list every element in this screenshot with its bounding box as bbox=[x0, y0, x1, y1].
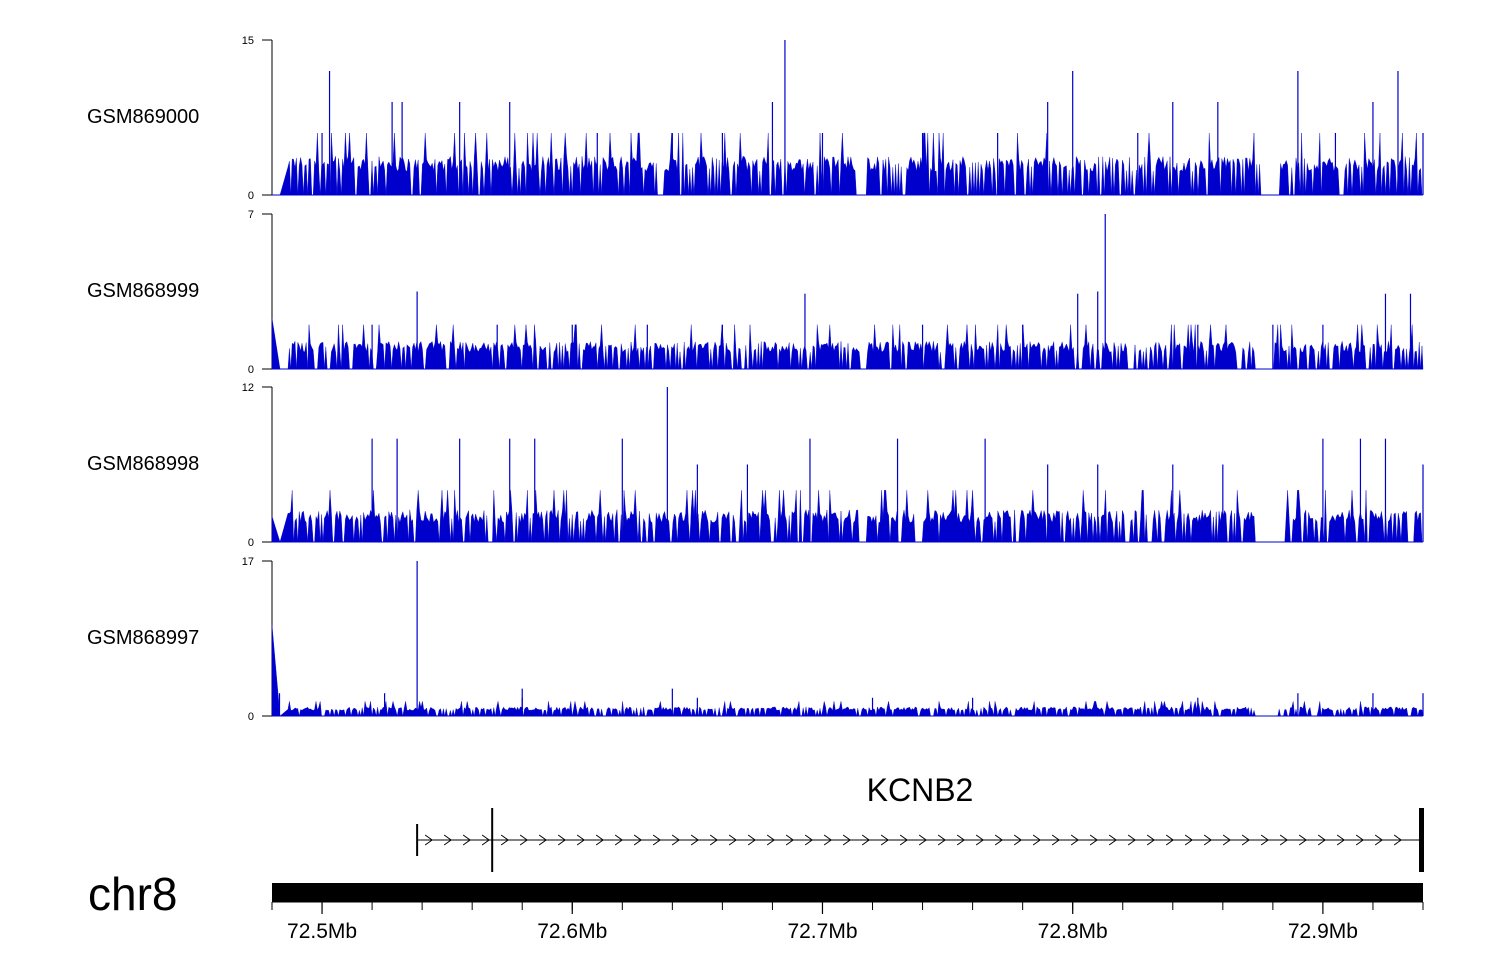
strand-arrow bbox=[462, 834, 471, 846]
strand-arrow bbox=[557, 834, 566, 846]
strand-arrow bbox=[766, 834, 775, 846]
strand-arrow bbox=[1032, 834, 1041, 846]
coverage-area bbox=[271, 624, 1424, 717]
strand-arrow bbox=[424, 834, 433, 846]
gene-annotation: KCNB2 bbox=[416, 772, 1424, 872]
gene-model bbox=[416, 808, 1424, 872]
strand-arrow bbox=[1317, 834, 1326, 846]
strand-arrow bbox=[1393, 834, 1402, 846]
strand-arrow bbox=[918, 834, 927, 846]
strand-arrow bbox=[937, 834, 946, 846]
strand-arrow bbox=[500, 834, 509, 846]
y-min-label: 0 bbox=[248, 364, 254, 376]
strand-arrow bbox=[747, 834, 756, 846]
coverage-area bbox=[271, 318, 1424, 370]
gene-exon-end bbox=[1419, 808, 1424, 872]
strand-arrow bbox=[1241, 834, 1250, 846]
y-min-label: 0 bbox=[248, 711, 254, 723]
strand-arrow bbox=[1108, 834, 1117, 846]
strand-arrow bbox=[443, 834, 452, 846]
strand-arrow bbox=[538, 834, 547, 846]
x-tick-label: 72.8Mb bbox=[1038, 920, 1108, 943]
strand-arrow bbox=[880, 834, 889, 846]
coverage-tracks: GSM869000150GSM86899970GSM868998120GSM86… bbox=[87, 35, 1424, 723]
strand-arrow bbox=[614, 834, 623, 846]
strand-arrow bbox=[652, 834, 661, 846]
strand-arrow bbox=[1184, 834, 1193, 846]
chromosome-ideogram: chr8 72.5Mb 72.6Mb 72.7Mb 72.8Mb 72.9Mb bbox=[88, 868, 1424, 943]
genomic-axis: 72.5Mb 72.6Mb 72.7Mb 72.8Mb 72.9Mb bbox=[271, 901, 1424, 943]
gene-label: KCNB2 bbox=[867, 772, 974, 808]
coverage-area bbox=[271, 490, 1423, 543]
x-tick-label: 72.6Mb bbox=[537, 920, 607, 943]
strand-arrow bbox=[804, 834, 813, 846]
strand-arrow bbox=[785, 834, 794, 846]
track-name-label: GSM868997 bbox=[87, 627, 199, 649]
strand-arrow bbox=[1070, 834, 1079, 846]
coverage-track: GSM868997 17 0 bbox=[87, 556, 1424, 723]
strand-arrow bbox=[1374, 834, 1383, 846]
strand-arrow bbox=[595, 834, 604, 846]
strand-arrow bbox=[994, 834, 1003, 846]
strand-arrow bbox=[709, 834, 718, 846]
strand-arrow bbox=[576, 834, 585, 846]
x-tick-label: 72.7Mb bbox=[787, 920, 857, 943]
y-max-label: 15 bbox=[242, 35, 254, 47]
track-name-label: GSM869000 bbox=[87, 106, 199, 128]
strand-arrow bbox=[690, 834, 699, 846]
y-min-label: 0 bbox=[248, 190, 254, 202]
strand-arrow bbox=[1127, 834, 1136, 846]
strand-arrow bbox=[975, 834, 984, 846]
strand-arrow bbox=[1260, 834, 1269, 846]
chromosome-label: chr8 bbox=[88, 868, 177, 920]
strand-arrow bbox=[1336, 834, 1345, 846]
y-max-label: 12 bbox=[242, 382, 254, 394]
coverage-track: GSM869000 15 0 bbox=[87, 35, 1424, 202]
coverage-track: GSM868999 7 0 bbox=[87, 209, 1424, 376]
strand-arrow bbox=[823, 834, 832, 846]
coverage-track: GSM868998 12 0 bbox=[87, 382, 1424, 549]
strand-arrow bbox=[633, 834, 642, 846]
track-name-label: GSM868999 bbox=[87, 280, 199, 302]
strand-arrow bbox=[728, 834, 737, 846]
strand-arrow bbox=[956, 834, 965, 846]
chromosome-bar bbox=[272, 883, 1423, 902]
strand-arrow bbox=[1203, 834, 1212, 846]
strand-arrow bbox=[842, 834, 851, 846]
y-max-label: 17 bbox=[242, 556, 254, 568]
x-tick-label: 72.9Mb bbox=[1288, 920, 1358, 943]
strand-arrow bbox=[1279, 834, 1288, 846]
strand-arrow bbox=[481, 834, 490, 846]
strand-arrow bbox=[1051, 834, 1060, 846]
strand-arrow bbox=[861, 834, 870, 846]
strand-arrow bbox=[899, 834, 908, 846]
y-min-label: 0 bbox=[248, 537, 254, 549]
strand-arrow bbox=[1165, 834, 1174, 846]
track-name-label: GSM868998 bbox=[87, 453, 199, 475]
strand-arrow bbox=[519, 834, 528, 846]
x-tick-label: 72.5Mb bbox=[287, 920, 357, 943]
strand-arrow bbox=[1013, 834, 1022, 846]
strand-arrow bbox=[1222, 834, 1231, 846]
strand-arrow bbox=[1355, 834, 1364, 846]
strand-arrow bbox=[671, 834, 680, 846]
coverage-area bbox=[272, 132, 1423, 196]
strand-arrow bbox=[1146, 834, 1155, 846]
strand-arrow bbox=[1089, 834, 1098, 846]
strand-arrow bbox=[1298, 834, 1307, 846]
y-max-label: 7 bbox=[248, 209, 254, 221]
